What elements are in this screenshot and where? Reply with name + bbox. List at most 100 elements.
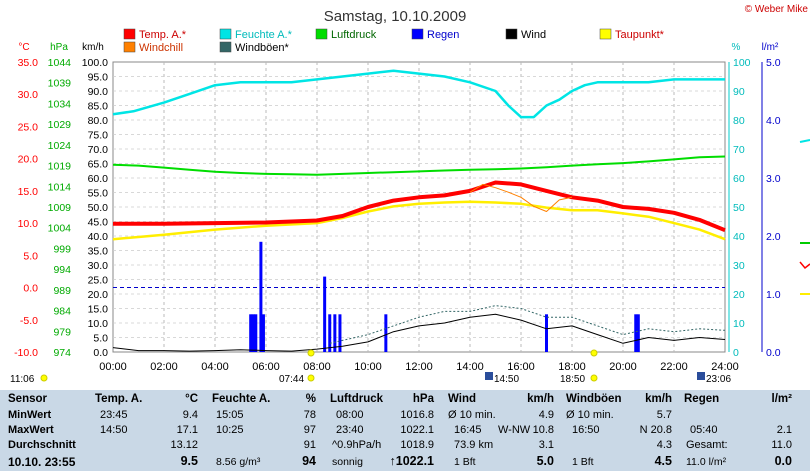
x-tick-label: 14:00 bbox=[456, 361, 484, 373]
temp-min-time: 23:45 bbox=[100, 409, 128, 421]
temp-current-value: 9.5 bbox=[180, 454, 198, 468]
pressure-tick-label: 989 bbox=[53, 285, 71, 297]
rain-bar bbox=[333, 314, 337, 352]
temp-tick-label: -5.0 bbox=[20, 315, 38, 327]
rain-max-time: 05:40 bbox=[690, 424, 718, 436]
temp-tick-label: 30.0 bbox=[18, 89, 39, 101]
pressure-tick-label: 999 bbox=[53, 243, 71, 255]
pressure-tick-label: 984 bbox=[53, 306, 71, 318]
rain-bar bbox=[254, 314, 258, 352]
legend-label: Feuchte A.* bbox=[235, 29, 293, 41]
rain-bar bbox=[384, 314, 388, 352]
x-tick-label: 24:00 bbox=[711, 361, 739, 373]
series-line bbox=[112, 200, 726, 241]
sun-set-icon bbox=[590, 374, 598, 382]
wind-header: Wind bbox=[448, 393, 476, 405]
temp-avg-value: 13.12 bbox=[170, 439, 198, 451]
x-tick-label: 00:00 bbox=[99, 361, 127, 373]
wind-tick-label: 65.0 bbox=[88, 159, 109, 171]
rain-max-value: 2.1 bbox=[776, 424, 792, 436]
rain-bar bbox=[251, 314, 255, 352]
temp-tick-label: 25.0 bbox=[18, 121, 39, 133]
wind-tick-label: 45.0 bbox=[88, 217, 109, 229]
pressure-max-value: 1022.1 bbox=[400, 424, 434, 436]
legend-label: Temp. A.* bbox=[139, 29, 187, 41]
legend-swatch bbox=[123, 28, 136, 40]
wind-tick-label: 60.0 bbox=[88, 173, 109, 185]
temp-max-value: 17.1 bbox=[176, 424, 198, 436]
rain-bar bbox=[545, 314, 548, 352]
edge-red-line bbox=[799, 261, 810, 270]
stats-sensor-col: Sensor MinWert MaxWert Durchschnitt 10.1… bbox=[0, 390, 92, 471]
rain-bar bbox=[636, 314, 640, 352]
series-line bbox=[113, 180, 726, 233]
rain-tick-label: 0.0 bbox=[766, 347, 781, 359]
series-line bbox=[112, 69, 725, 119]
humidity-unit-label: % bbox=[305, 393, 316, 405]
wind-tick-label: 25.0 bbox=[88, 275, 109, 287]
sensor-header: Sensor bbox=[8, 393, 47, 405]
pressure-tick-label: 1024 bbox=[48, 140, 72, 152]
rain-bar bbox=[249, 314, 253, 352]
wind-tick-label: 70.0 bbox=[88, 144, 109, 156]
sunrise-time: 07:44 bbox=[279, 374, 304, 385]
gust-avg10-label: Ø 10 min. bbox=[566, 409, 614, 421]
rain-tick-label: 5.0 bbox=[766, 57, 781, 69]
rain-current-value: 0.0 bbox=[774, 454, 792, 468]
axis-ticks: 35.0 30.0 25.0 20.0 15.0 10.0 5.0 0.0 -5.0 -10.0 1… bbox=[14, 57, 781, 373]
series-line bbox=[329, 305, 726, 344]
sensor-row-avg: Durchschnitt bbox=[8, 439, 76, 451]
weather-chart: Samstag, 10.10.2009 © Weber Mike Temp. A… bbox=[10, 4, 810, 385]
humidity-tick-label: 10 bbox=[733, 318, 745, 330]
humidity-tick-label: 60 bbox=[733, 173, 745, 185]
humidity-tick-label: 20 bbox=[733, 289, 745, 301]
wind-tick-label: 75.0 bbox=[88, 130, 109, 142]
humidity-max-time: 10:25 bbox=[216, 424, 244, 436]
pressure-unit: hPa bbox=[50, 42, 68, 53]
rain-bar bbox=[261, 314, 265, 352]
x-tick-label: 12:00 bbox=[405, 361, 433, 373]
rain-tick-label: 1.0 bbox=[766, 289, 781, 301]
pressure-current-value: ↑1022.1 bbox=[389, 454, 434, 468]
wind-tick-label: 95.0 bbox=[88, 72, 109, 84]
rain-bar bbox=[338, 314, 342, 352]
stats-rain-col: Regen l/m² 05:40 2.1 Gesamt: 11.0 11.0 l… bbox=[678, 390, 798, 471]
legend-swatch bbox=[505, 28, 518, 40]
pressure-header: Luftdruck bbox=[330, 393, 384, 405]
temp-max-time: 14:50 bbox=[100, 424, 128, 436]
moon1-icon bbox=[485, 372, 493, 380]
stats-humidity-col: Feuchte A. % 15:05 78 10:25 97 91 8.56 g… bbox=[204, 390, 322, 471]
pressure-unit-label: hPa bbox=[412, 393, 434, 405]
humidity-tick-label: 70 bbox=[733, 144, 745, 156]
temp-tick-label: -10.0 bbox=[14, 347, 38, 359]
moon2-icon bbox=[697, 372, 705, 380]
temp-unit: °C bbox=[18, 42, 29, 53]
wind-avg10-label: Ø 10 min. bbox=[448, 409, 496, 421]
wind-tick-label: 35.0 bbox=[88, 246, 109, 258]
legend-swatch bbox=[599, 28, 612, 40]
wind-distance: 73.9 km bbox=[454, 439, 494, 451]
pressure-tick-label: 1034 bbox=[48, 98, 72, 110]
wind-tick-label: 100.0 bbox=[82, 57, 108, 69]
pressure-tick-label: 979 bbox=[53, 326, 71, 338]
legend-swatch bbox=[219, 28, 232, 40]
wind-tick-label: 0.0 bbox=[93, 347, 108, 359]
humidity-tick-label: 30 bbox=[733, 260, 745, 272]
humidity-max-value: 97 bbox=[303, 424, 316, 436]
humidity-current-value: 94 bbox=[302, 454, 316, 468]
sunset-marker-icon bbox=[590, 349, 598, 357]
x-tick-label: 08:00 bbox=[303, 361, 331, 373]
humidity-tick-label: 40 bbox=[733, 231, 745, 243]
pressure-tick-label: 1044 bbox=[48, 57, 72, 69]
sun-markers: 11:06 07:44 18:50 14:50 23:06 bbox=[10, 349, 731, 385]
x-tick-label: 16:00 bbox=[507, 361, 535, 373]
wind-tick-label: 50.0 bbox=[88, 202, 109, 214]
legend-swatch bbox=[123, 41, 136, 53]
rain-tick-label: 2.0 bbox=[766, 231, 781, 243]
wind-tick-label: 5.0 bbox=[93, 333, 108, 345]
wind-tick-label: 85.0 bbox=[88, 101, 109, 113]
pressure-max-time: 23:40 bbox=[336, 424, 364, 436]
rain-tick-label: 3.0 bbox=[766, 173, 781, 185]
wind-avg-value: 3.1 bbox=[538, 439, 554, 451]
pressure-min-time: 08:00 bbox=[336, 409, 364, 421]
